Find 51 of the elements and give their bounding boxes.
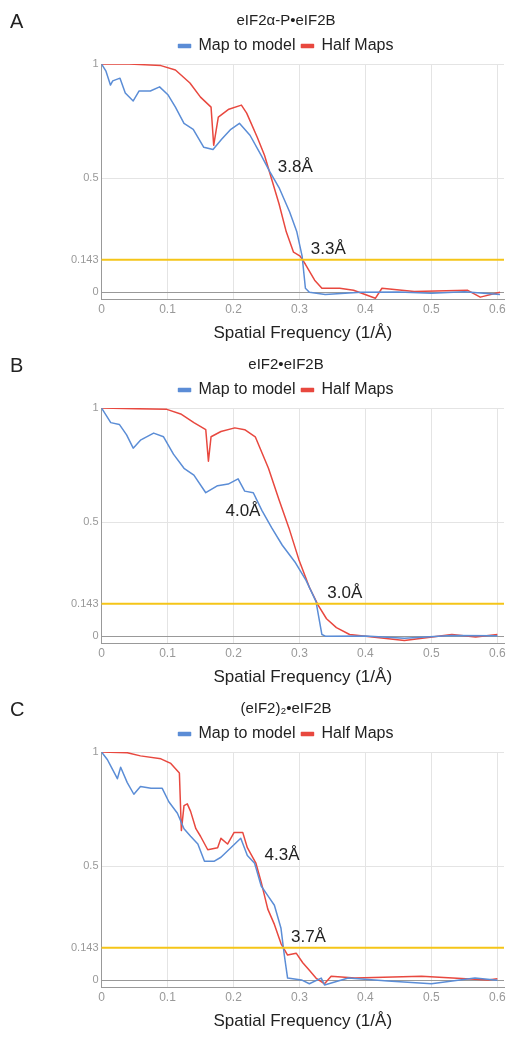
x-tick-label: 0.1 — [159, 989, 177, 1004]
legend-label: Map to model — [198, 724, 296, 742]
x-tick-label: 0.1 — [159, 645, 177, 660]
x-tick-label: 0.3 — [291, 645, 309, 660]
x-tick-label: 0.6 — [489, 301, 507, 316]
chart-title: eIF2α-P•eIF2B — [236, 11, 336, 29]
y-tick-label: 1 — [92, 401, 99, 414]
y-tick-label: 0.5 — [83, 859, 99, 872]
annotation: 4.3Å — [264, 845, 301, 865]
y-tick-label: 0.5 — [83, 515, 99, 528]
x-tick-label: 0.2 — [225, 301, 243, 316]
x-tick-label: 0.5 — [423, 989, 441, 1004]
text: B — [10, 354, 24, 377]
annotation: 3.0Å — [327, 582, 363, 602]
x-tick-label: 0.5 — [423, 645, 441, 660]
chart-title: eIF2•eIF2B — [248, 355, 324, 373]
y-tick-label: 0.143 — [71, 596, 99, 609]
annotation: 4.0Å — [225, 501, 262, 521]
text: C — [10, 698, 25, 721]
y-tick-label: 0 — [92, 285, 99, 298]
legend-label: Half Maps — [321, 724, 394, 742]
y-tick-label: 0.143 — [71, 252, 99, 265]
x-tick-label: 0.3 — [291, 301, 309, 316]
legend-label: Half Maps — [321, 380, 394, 398]
y-tick-label: 1 — [92, 745, 99, 758]
y-tick-label: 0.143 — [71, 940, 99, 953]
x-tick-label: 0.5 — [423, 301, 441, 316]
legend-label: Map to model — [198, 36, 296, 54]
y-tick-label: 1 — [92, 57, 99, 70]
chart-title: (eIF2)₂•eIF2B — [240, 699, 332, 717]
x-tick-label: 0.4 — [357, 989, 375, 1004]
annotation: 3.7Å — [290, 926, 327, 946]
annotation: 3.8Å — [277, 157, 314, 177]
legend-label: Half Maps — [321, 36, 394, 54]
x-axis-title: Spatial Frequency (1/Å) — [213, 1011, 393, 1031]
x-tick-label: 0.2 — [225, 989, 243, 1004]
x-tick-label: 0.4 — [357, 645, 375, 660]
y-tick-label: 0 — [92, 629, 99, 642]
y-tick-label: 0 — [92, 973, 99, 986]
text: A — [10, 10, 24, 33]
x-tick-label: 0.6 — [489, 989, 507, 1004]
x-tick-label: 0.1 — [159, 301, 177, 316]
x-tick-label: 0.6 — [489, 645, 507, 660]
x-axis-title: Spatial Frequency (1/Å) — [213, 667, 393, 687]
x-tick-label: 0.4 — [357, 301, 375, 316]
legend-label: Map to model — [198, 380, 296, 398]
x-axis-title: Spatial Frequency (1/Å) — [213, 323, 393, 343]
x-tick-label: 0.2 — [225, 645, 243, 660]
x-tick-label: 0.3 — [291, 989, 309, 1004]
annotation: 3.3Å — [310, 238, 347, 258]
y-tick-label: 0.5 — [83, 171, 99, 184]
